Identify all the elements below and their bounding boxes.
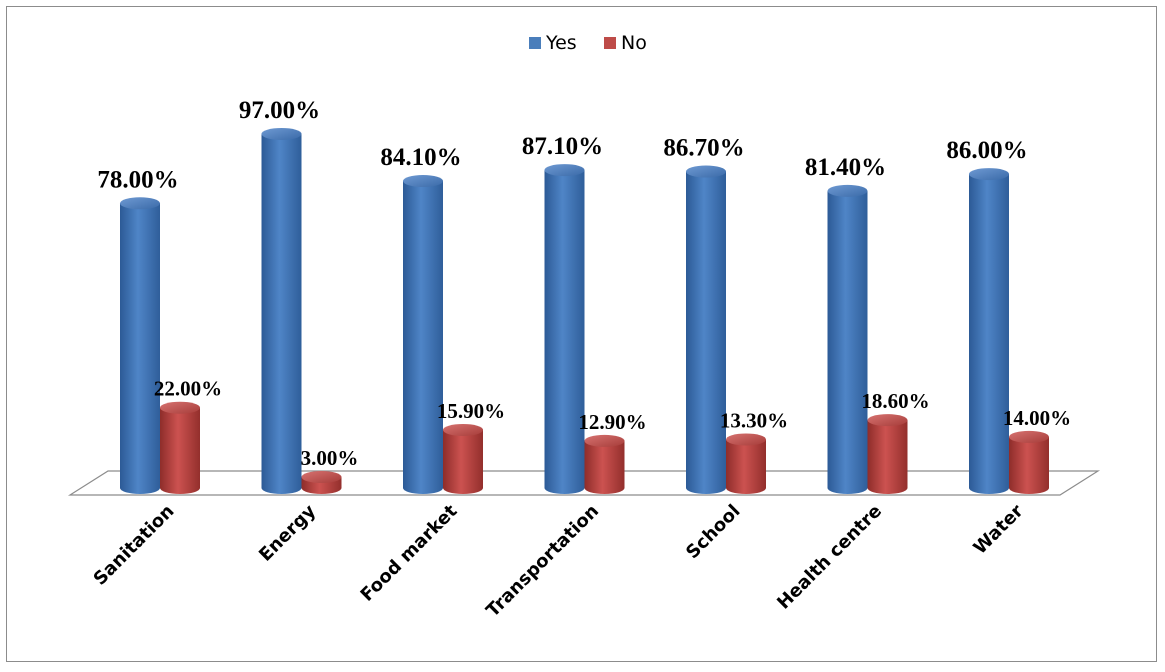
bar-no-sanitation <box>160 401 200 494</box>
bar-yes-school <box>686 165 726 495</box>
bar-top <box>261 127 302 140</box>
bar-body <box>726 439 766 494</box>
category-label: School <box>682 501 744 563</box>
data-label-yes: 78.00% <box>97 166 178 193</box>
bar-no-transportation <box>584 434 625 494</box>
legend-label-no: No <box>621 32 647 54</box>
bar-top <box>1009 430 1049 443</box>
bar-yes-health-centre <box>827 184 868 494</box>
data-label-no: 18.60% <box>861 389 929 413</box>
bar-body <box>160 407 200 494</box>
data-label-yes: 97.00% <box>239 97 320 124</box>
bar-no-health-centre <box>867 414 908 494</box>
category-label: Health centre <box>773 501 886 614</box>
data-label-no: 15.90% <box>437 399 505 423</box>
data-label-no: 13.30% <box>720 408 788 432</box>
bar-top <box>301 471 342 484</box>
data-label-yes: 87.10% <box>522 133 603 160</box>
category-label: Water <box>970 501 1028 559</box>
legend: Yes No <box>529 32 647 54</box>
data-label-yes: 81.40% <box>805 154 886 181</box>
bar-body <box>686 171 726 495</box>
bar-no-energy <box>301 471 342 494</box>
bar-top <box>827 184 868 197</box>
data-label-yes: 86.00% <box>946 137 1027 164</box>
bar-body <box>261 133 302 494</box>
bar-yes-food-market <box>403 175 443 494</box>
bar-body <box>544 170 585 494</box>
data-label-no: 14.00% <box>1003 406 1071 430</box>
bar-top <box>686 165 726 178</box>
category-label: Transportation <box>482 501 603 622</box>
bar-top <box>544 164 585 177</box>
bar-body <box>120 203 160 495</box>
bar-no-water <box>1009 430 1049 494</box>
bar-top <box>969 168 1009 181</box>
data-label-yes: 86.70% <box>663 135 744 162</box>
bar-body <box>403 181 443 494</box>
legend-swatch-yes <box>529 37 541 49</box>
bar-top <box>584 434 625 447</box>
legend-swatch-no <box>604 37 616 49</box>
legend-label-yes: Yes <box>545 32 577 54</box>
bar-yes-energy <box>261 127 302 494</box>
category-label: Sanitation <box>90 501 179 590</box>
bar-body <box>969 174 1009 494</box>
bar-yes-sanitation <box>120 197 160 495</box>
bar-body <box>827 190 868 494</box>
bars-layer <box>120 127 1049 495</box>
bar-body <box>1009 436 1049 494</box>
bar-no-food-market <box>443 423 483 494</box>
bar-no-school <box>726 433 766 494</box>
bar-body <box>443 429 483 494</box>
bar-top <box>726 433 766 446</box>
category-label: Energy <box>255 501 320 566</box>
category-label: Food market <box>357 500 462 605</box>
data-label-yes: 84.10% <box>380 144 461 171</box>
bar-yes-transportation <box>544 164 585 494</box>
bar-top <box>160 401 200 414</box>
data-label-no: 12.90% <box>578 410 646 434</box>
bar-body <box>584 440 625 494</box>
bar-top <box>403 175 443 188</box>
data-label-no: 22.00% <box>154 377 222 401</box>
bar-yes-water <box>969 168 1009 494</box>
data-label-no: 3.00% <box>301 446 359 470</box>
bar-top <box>120 197 160 210</box>
bar-top <box>867 414 908 427</box>
bar-top <box>443 423 483 436</box>
bar-body <box>867 420 908 494</box>
